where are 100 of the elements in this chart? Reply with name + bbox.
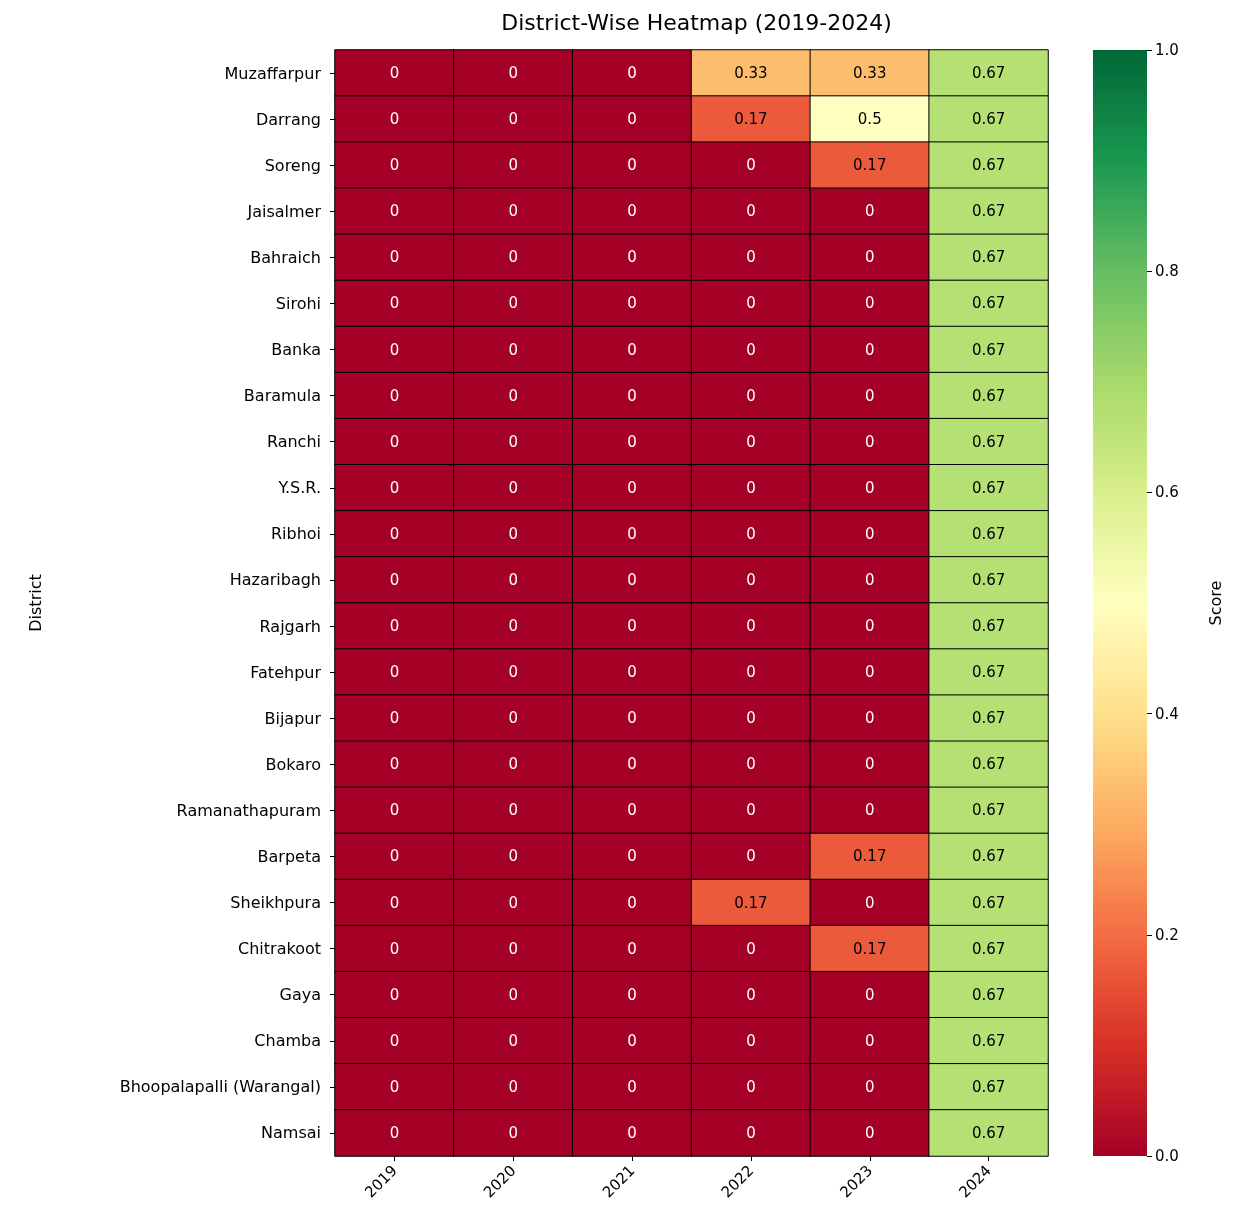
y-tick-label: Soreng	[264, 155, 321, 175]
color-bar-title: Score	[1205, 580, 1225, 626]
data-label: 0	[627, 985, 637, 1004]
data-label: 0	[864, 755, 875, 774]
data-label: 0	[508, 1077, 519, 1096]
data-label: 0	[508, 432, 519, 451]
data-label: 0.67	[971, 570, 1006, 589]
data-label: 0	[389, 709, 400, 728]
data-label: 0	[746, 1077, 756, 1096]
data-label: 0	[627, 156, 637, 175]
data-label: 0	[864, 1031, 875, 1050]
data-label: 0	[864, 294, 875, 313]
data-label: 0	[864, 248, 875, 267]
data-label: 0	[389, 1123, 400, 1142]
data-label: 0	[627, 617, 637, 636]
data-label: 0	[627, 386, 637, 405]
data-label: 0	[389, 294, 400, 313]
data-label: 0	[389, 617, 400, 636]
data-label: 0	[746, 939, 756, 958]
data-label: 0	[746, 432, 756, 451]
data-label: 0	[746, 847, 756, 866]
data-label: 0.67	[971, 524, 1006, 543]
data-label: 0.67	[971, 110, 1006, 129]
y-tick-label: Sirohi	[275, 293, 321, 313]
data-label: 0	[864, 709, 875, 728]
data-label: 0	[627, 248, 637, 267]
data-label: 0	[508, 110, 519, 129]
data-label: 0	[864, 1123, 875, 1142]
data-label: 0	[627, 524, 637, 543]
data-label: 0	[746, 478, 756, 497]
data-label: 0	[627, 432, 637, 451]
data-label: 0	[627, 755, 637, 774]
data-label: 0.67	[971, 1123, 1006, 1142]
data-label: 0.5	[857, 110, 882, 129]
data-label: 0	[508, 478, 519, 497]
data-label: 0	[864, 524, 875, 543]
data-label: 0	[508, 248, 519, 267]
data-label: 0	[864, 478, 875, 497]
data-label: 0.67	[971, 847, 1006, 866]
data-label: 0	[508, 340, 519, 359]
data-label: 0	[864, 985, 875, 1004]
data-label: 0.67	[971, 893, 1006, 912]
data-label: 0	[864, 663, 875, 682]
y-tick-label: Ranchi	[266, 432, 321, 452]
data-label: 0.67	[971, 64, 1006, 83]
data-label: 0	[746, 1031, 756, 1050]
data-label: 0	[389, 478, 400, 497]
data-label: 0.67	[971, 340, 1006, 359]
y-tick-label: Chamba	[254, 1031, 321, 1051]
data-label: 0	[389, 248, 400, 267]
y-tick-label: Bokaro	[265, 754, 321, 774]
data-label: 0.67	[971, 801, 1006, 820]
data-label: 0	[627, 570, 637, 589]
data-label: 0	[508, 939, 519, 958]
data-label: 0	[508, 202, 519, 221]
data-label: 0	[508, 524, 519, 543]
data-label: 0	[746, 570, 756, 589]
data-label: 0	[508, 1031, 519, 1050]
data-label: 0	[746, 386, 756, 405]
y-tick-label: Fatehpur	[250, 662, 322, 682]
data-label: 0	[627, 64, 637, 83]
data-label: 0.67	[971, 617, 1006, 636]
data-label: 0	[508, 985, 519, 1004]
data-label: 0.67	[971, 202, 1006, 221]
data-label: 0	[746, 801, 756, 820]
data-label: 0	[864, 801, 875, 820]
data-label: 0.17	[853, 939, 887, 958]
data-label: 0	[746, 524, 756, 543]
y-tick-label: Barpeta	[257, 846, 321, 866]
data-label: 0	[508, 893, 519, 912]
y-tick-label: Jaisalmer	[246, 201, 322, 221]
data-label: 0	[627, 1123, 637, 1142]
data-label: 0	[389, 801, 400, 820]
data-label: 0	[627, 801, 637, 820]
data-label: 0	[627, 202, 637, 221]
data-label: 0.67	[971, 156, 1006, 175]
data-label: 0	[389, 110, 400, 129]
data-label: 0.33	[853, 64, 887, 83]
data-label: 0	[627, 478, 637, 497]
data-label: 0	[746, 755, 756, 774]
data-label: 0	[389, 202, 400, 221]
data-label: 0	[864, 202, 875, 221]
data-label: 0.17	[734, 110, 768, 129]
data-label: 0.67	[971, 939, 1006, 958]
data-label: 0	[864, 893, 875, 912]
data-label: 0	[627, 340, 637, 359]
data-label: 0	[627, 110, 637, 129]
data-label: 0	[864, 1077, 875, 1096]
data-label: 0.17	[853, 156, 887, 175]
data-label: 0	[864, 570, 875, 589]
data-label: 0	[389, 893, 400, 912]
data-label: 0	[627, 1077, 637, 1096]
color-bar-label: 0.8	[1155, 262, 1179, 281]
data-label: 0	[389, 64, 400, 83]
data-label: 0	[508, 847, 519, 866]
y-tick-label: Sheikhpura	[230, 893, 321, 913]
data-label: 0	[508, 386, 519, 405]
data-label: 0	[746, 985, 756, 1004]
data-label: 0	[508, 570, 519, 589]
data-label: 0	[627, 709, 637, 728]
